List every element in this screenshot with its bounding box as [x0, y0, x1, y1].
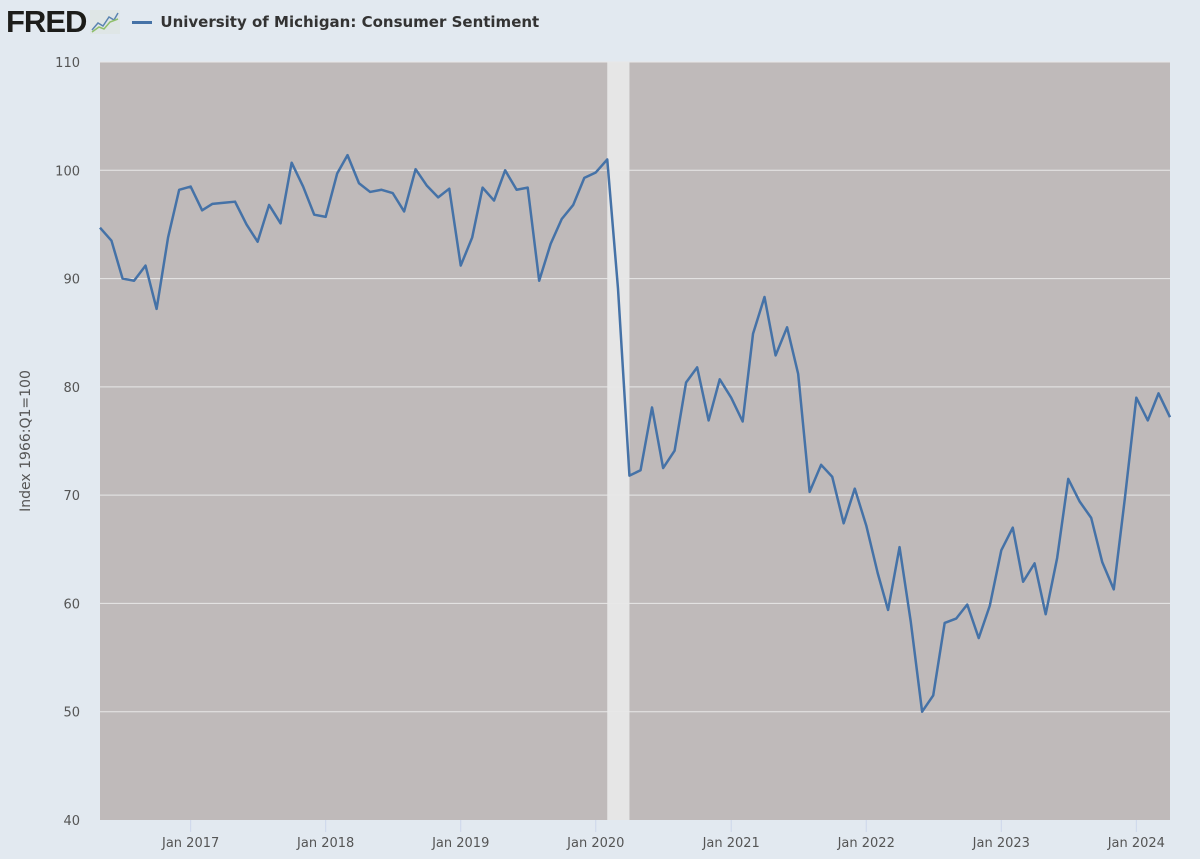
x-tick-label: Jan 2023 [972, 836, 1030, 851]
y-tick-label: 70 [63, 489, 80, 504]
chart-header: FRED University of Michigan: Consumer Se… [6, 4, 539, 40]
legend-item[interactable]: University of Michigan: Consumer Sentime… [132, 13, 539, 31]
x-tick-label: Jan 2020 [566, 836, 624, 851]
recession-band [607, 62, 630, 820]
fred-logo[interactable]: FRED [6, 4, 87, 39]
y-axis-label: Index 1966:Q1=100 [18, 370, 34, 512]
legend-swatch [132, 20, 153, 24]
y-tick-label: 60 [63, 597, 80, 612]
series-line [99, 153, 1172, 713]
x-tick-label: Jan 2019 [431, 836, 489, 851]
y-tick-label: 40 [63, 814, 80, 829]
x-tick-label: Jan 2021 [702, 836, 760, 851]
plot-area [100, 62, 1170, 820]
y-tick-label: 50 [63, 706, 80, 721]
x-tick-label: Jan 2024 [1107, 836, 1165, 851]
x-tick-label: Jan 2018 [296, 836, 354, 851]
line-graph-icon [90, 10, 121, 34]
y-tick-label: 100 [55, 164, 80, 179]
y-tick-label: 80 [63, 381, 80, 396]
y-tick-label: 90 [63, 273, 80, 288]
y-tick-label: 110 [55, 56, 80, 71]
x-tick-label: Jan 2017 [161, 836, 219, 851]
legend-label: University of Michigan: Consumer Sentime… [160, 13, 540, 31]
x-tick-label: Jan 2022 [837, 836, 895, 851]
